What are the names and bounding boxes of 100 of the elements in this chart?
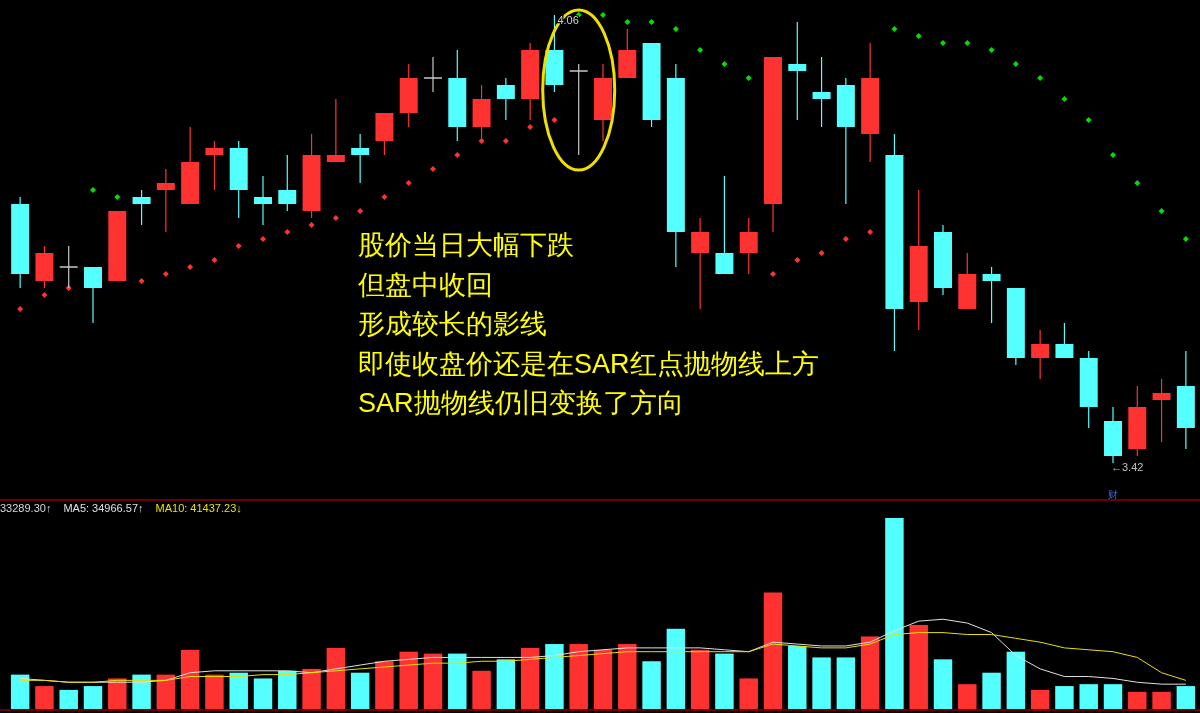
- point: [1110, 152, 1116, 158]
- point: [235, 243, 242, 249]
- candlestick: [739, 217, 758, 275]
- bar: [666, 628, 686, 709]
- point: [502, 138, 509, 144]
- point: [867, 229, 874, 235]
- bar: [1030, 689, 1050, 709]
- bar: [83, 686, 103, 709]
- bar: [205, 674, 224, 709]
- candlestick: [788, 21, 807, 121]
- point: [745, 75, 752, 81]
- bar: [399, 651, 418, 709]
- point: [600, 12, 606, 18]
- candlestick: [156, 168, 175, 233]
- candlestick: [254, 175, 272, 226]
- point: [1061, 96, 1068, 102]
- candlestick: [278, 154, 297, 212]
- bar: [423, 653, 443, 709]
- bar: [933, 659, 953, 709]
- bar: [909, 624, 928, 709]
- bar: [156, 674, 176, 709]
- point: [940, 40, 946, 46]
- bar: [739, 678, 758, 709]
- candlestick: [568, 63, 589, 156]
- candlestick: [812, 56, 831, 128]
- bar: [642, 661, 661, 709]
- point: [648, 19, 655, 25]
- text: MA5: 34966.57↑: [63, 502, 144, 514]
- point: [187, 264, 194, 270]
- point: [90, 187, 96, 193]
- point: [430, 166, 436, 172]
- bar: [860, 636, 880, 709]
- bar: [302, 668, 321, 709]
- bar: [1128, 691, 1147, 709]
- point: [162, 271, 169, 277]
- point: [1158, 208, 1165, 214]
- annotation: 形成较长的影线: [358, 309, 547, 339]
- candlestick: [982, 266, 1001, 324]
- bar: [10, 674, 30, 709]
- point: [624, 19, 631, 25]
- point: [770, 271, 776, 277]
- bar: [763, 592, 783, 709]
- bar: [229, 672, 248, 709]
- bar: [448, 653, 467, 709]
- point: [138, 278, 145, 284]
- bar: [278, 670, 297, 709]
- bar: [885, 518, 904, 709]
- bar: [1176, 686, 1196, 709]
- candlestick: [423, 56, 443, 93]
- point: [697, 47, 704, 53]
- bar: [472, 670, 491, 709]
- point: [454, 152, 461, 158]
- point: [357, 208, 364, 214]
- candlestick: [326, 98, 345, 163]
- bar: [690, 649, 710, 709]
- point: [405, 180, 412, 186]
- bar: [1079, 684, 1098, 709]
- bar: [788, 645, 807, 709]
- point: [41, 292, 48, 298]
- bar: [496, 659, 516, 709]
- point: [260, 236, 266, 242]
- annotation: SAR抛物线仍旧变换了方向: [358, 388, 684, 418]
- point: [284, 229, 291, 235]
- bar: [812, 657, 831, 709]
- bar: [1006, 651, 1026, 709]
- annotation: ←3.42: [1111, 461, 1144, 473]
- point: [551, 117, 558, 123]
- bar: [1103, 684, 1123, 709]
- candlestick: [84, 266, 102, 324]
- point: [794, 257, 801, 263]
- point: [1012, 61, 1019, 67]
- candlestick: [1055, 322, 1074, 359]
- point: [381, 194, 388, 200]
- bar: [375, 661, 394, 709]
- candlestick: [351, 133, 370, 184]
- candlestick: [691, 217, 710, 310]
- annotation: 即使收盘价还是在SAR红点抛物线上方: [358, 348, 819, 379]
- point: [672, 26, 679, 32]
- point: [891, 26, 898, 32]
- bar: [350, 672, 370, 709]
- bar: [35, 686, 54, 709]
- bar: [618, 644, 637, 709]
- annotation: 但盘中收回: [358, 269, 493, 300]
- bar: [569, 644, 588, 709]
- bar: [520, 647, 540, 709]
- point: [915, 33, 922, 39]
- point: [1037, 75, 1044, 81]
- point: [1134, 180, 1141, 186]
- point: [1182, 236, 1189, 242]
- point: [527, 124, 534, 130]
- bar: [982, 672, 1001, 709]
- candlestick: [1152, 378, 1171, 443]
- point: [964, 40, 971, 46]
- text: MA10: 41437.23↓: [155, 502, 242, 514]
- bar: [108, 678, 127, 709]
- bar: [1152, 691, 1171, 709]
- point: [332, 215, 339, 221]
- point: [308, 222, 315, 228]
- point: [818, 250, 825, 256]
- candlestick: [715, 175, 734, 275]
